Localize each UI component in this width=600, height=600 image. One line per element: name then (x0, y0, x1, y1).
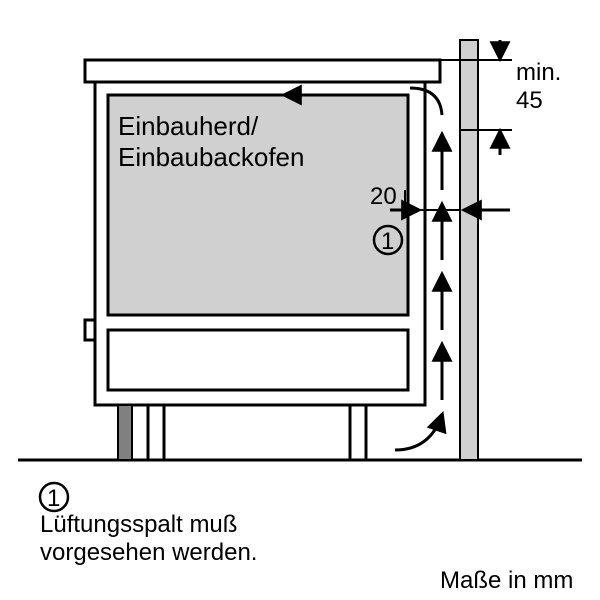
callout-index: 1 (381, 228, 394, 255)
dim-min-label: min. (516, 59, 561, 86)
footnote-index: 1 (47, 485, 60, 512)
leg-right (350, 405, 366, 460)
oven-text-line2: Einbaubackofen (118, 142, 304, 172)
cooktop (85, 60, 440, 82)
installation-diagram: min. 45 20 1 Einbauherd/ Einbaubackofen … (0, 0, 600, 600)
wall-section (460, 40, 478, 460)
airflow-arrow-curve-in (395, 415, 442, 450)
footnote-line1: Lüftungsspalt muß (40, 511, 237, 538)
dim-min-value: 45 (516, 87, 543, 114)
dim-gap-value: 20 (370, 183, 397, 210)
footnote-line2: vorgesehen werden. (40, 539, 257, 566)
oven-text-line1: Einbauherd/ (118, 111, 259, 141)
leg-left (148, 405, 164, 460)
oven-drawer (108, 330, 408, 390)
units-note: Maße in mm (440, 567, 573, 594)
leg-left-dark (118, 405, 132, 460)
